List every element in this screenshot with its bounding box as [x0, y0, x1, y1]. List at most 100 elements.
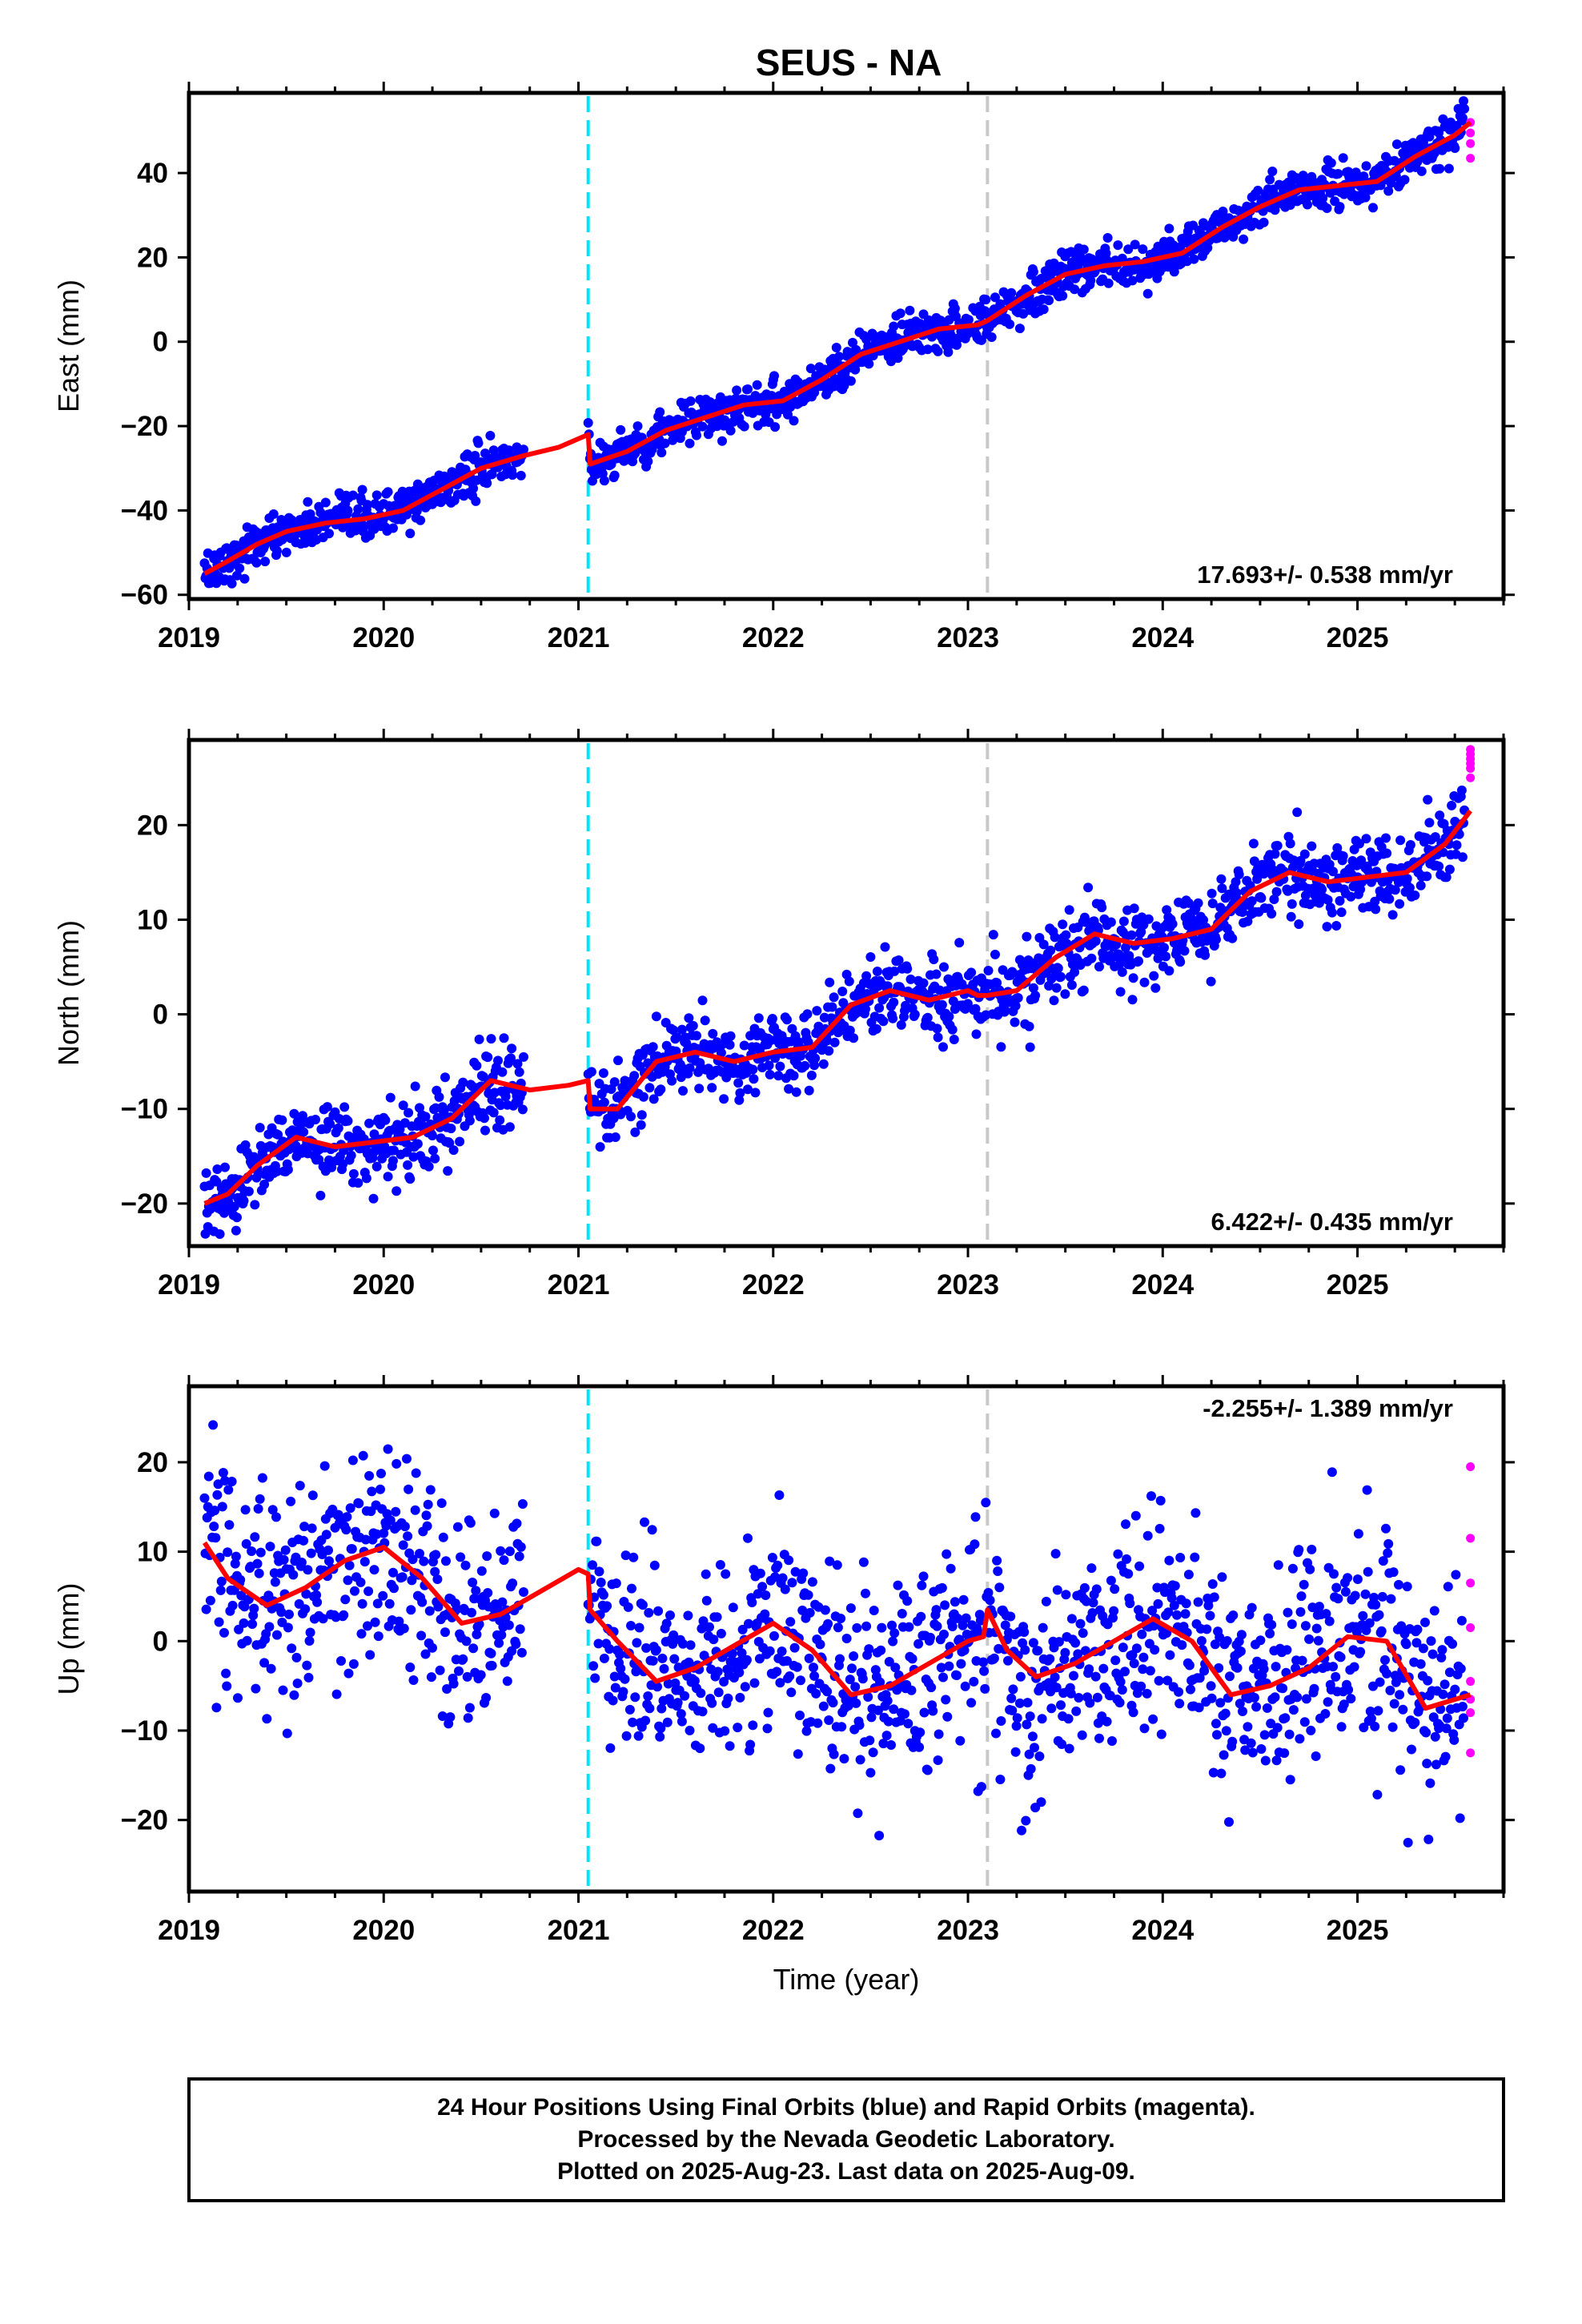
data-point	[1331, 921, 1342, 931]
data-point	[217, 1502, 227, 1512]
data-point	[370, 1617, 380, 1627]
data-point	[426, 1672, 436, 1683]
data-point	[874, 1831, 885, 1841]
data-point	[708, 1723, 718, 1733]
data-point	[1395, 1690, 1405, 1700]
data-point	[1336, 1722, 1347, 1732]
data-point	[1256, 893, 1267, 903]
data-point	[855, 1755, 865, 1765]
footer-line-1: 24 Hour Positions Using Final Orbits (bl…	[437, 2094, 1255, 2121]
data-point	[1106, 1575, 1116, 1586]
data-point	[1441, 872, 1452, 883]
data-point	[620, 1674, 630, 1684]
data-point	[507, 1043, 517, 1054]
data-point	[1332, 842, 1343, 853]
data-point	[1363, 1566, 1373, 1577]
data-point	[886, 1740, 896, 1750]
data-point	[626, 1112, 636, 1122]
data-point	[402, 1454, 412, 1464]
data-point	[902, 963, 913, 974]
data-point	[1142, 1530, 1153, 1541]
data-point	[383, 487, 393, 497]
data-point	[210, 1506, 220, 1516]
data-point	[1175, 957, 1186, 967]
data-point	[1327, 907, 1337, 918]
data-point	[1131, 1643, 1142, 1654]
data-point	[371, 1161, 382, 1172]
data-point	[655, 407, 665, 417]
data-point	[1086, 275, 1096, 286]
data-point	[363, 1621, 372, 1631]
data-point	[618, 1687, 628, 1697]
data-point	[933, 1032, 943, 1043]
data-point	[1205, 1610, 1215, 1621]
data-point	[865, 952, 876, 962]
y-tick-label: 10	[137, 1537, 168, 1568]
data-point	[914, 1742, 925, 1752]
data-point	[516, 470, 526, 480]
data-point	[609, 470, 620, 480]
data-point	[1278, 1683, 1288, 1694]
data-point	[486, 1648, 496, 1659]
data-point	[958, 1620, 968, 1630]
data-point	[1113, 1549, 1123, 1559]
data-point	[1231, 877, 1241, 887]
data-point	[443, 1166, 453, 1176]
data-point	[473, 438, 484, 448]
data-point	[1054, 1637, 1064, 1647]
data-point	[1050, 932, 1060, 943]
data-point	[397, 1572, 408, 1582]
up-panel: −20 −10 0 10 20 2019 2020 2021 2022 2023 2024 2025 U…	[52, 1375, 1515, 1946]
data-point	[676, 1709, 686, 1719]
data-point	[289, 1108, 299, 1119]
x-axis-label: Time (year)	[773, 1963, 920, 1996]
data-point	[1071, 1706, 1082, 1716]
data-point	[1426, 1636, 1436, 1647]
data-point	[1024, 1749, 1034, 1759]
data-point	[1373, 1706, 1383, 1716]
data-point	[1234, 870, 1244, 879]
data-point	[467, 1607, 476, 1618]
data-point	[1211, 1719, 1221, 1729]
data-point	[1164, 966, 1174, 976]
data-point	[1128, 973, 1138, 983]
data-point	[889, 321, 899, 332]
data-point	[428, 1131, 437, 1140]
data-point	[1199, 915, 1208, 925]
data-point	[311, 1590, 322, 1600]
data-point	[787, 1578, 797, 1588]
x-tick-label: 2019	[158, 1269, 220, 1301]
data-point	[793, 1749, 803, 1759]
data-point	[647, 1525, 657, 1535]
data-point	[733, 1078, 744, 1088]
data-point	[888, 1013, 898, 1023]
data-point	[1443, 1582, 1453, 1592]
data-point	[790, 1566, 801, 1577]
data-point	[215, 1229, 225, 1239]
data-point	[506, 1053, 516, 1063]
data-point	[1102, 1619, 1113, 1630]
data-point	[1374, 1610, 1384, 1620]
data-point	[364, 1470, 375, 1481]
data-point	[668, 1638, 678, 1649]
data-point	[463, 1713, 473, 1723]
data-point	[272, 1166, 282, 1176]
data-point	[423, 1499, 433, 1510]
data-point	[952, 1671, 962, 1680]
data-point	[1153, 953, 1163, 963]
data-point	[803, 1037, 813, 1047]
data-point	[1259, 1730, 1270, 1740]
data-point	[1378, 1556, 1388, 1566]
data-point	[1361, 1625, 1371, 1635]
data-point	[1090, 1671, 1101, 1682]
data-point	[596, 1578, 606, 1587]
data-point	[1247, 1602, 1257, 1613]
data-point	[673, 1698, 683, 1708]
data-point	[1456, 785, 1467, 795]
data-point	[1006, 287, 1017, 298]
data-point	[220, 1162, 230, 1172]
data-point	[818, 1701, 829, 1711]
data-point	[685, 1063, 695, 1073]
data-point	[272, 545, 282, 556]
data-point	[305, 1627, 315, 1638]
